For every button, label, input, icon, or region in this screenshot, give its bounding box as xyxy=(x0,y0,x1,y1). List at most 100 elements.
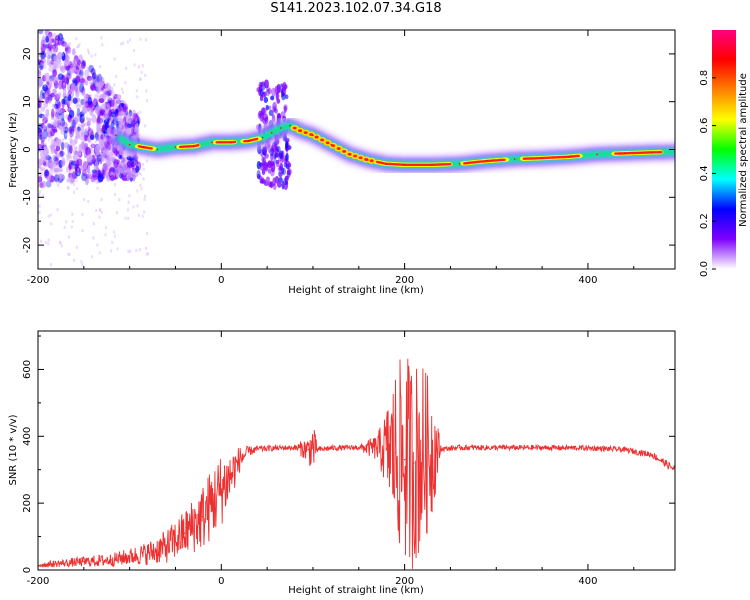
noise-speckle xyxy=(114,193,117,197)
noise-blob xyxy=(54,148,58,155)
noise-speckle xyxy=(66,100,69,104)
noise-blob xyxy=(91,142,95,149)
snr-mean-point xyxy=(440,448,442,450)
noise-blob xyxy=(264,116,269,125)
noise-blob xyxy=(95,131,99,142)
noise-speckle xyxy=(51,89,54,93)
noise-speckle xyxy=(143,210,146,214)
noise-blob xyxy=(62,87,67,98)
snr-mean-point xyxy=(431,450,433,453)
noise-speckle xyxy=(143,197,146,201)
noise-speckle xyxy=(87,51,90,55)
noise-blob xyxy=(38,94,43,103)
noise-blob xyxy=(278,176,283,183)
spectrogram-y-tick-label: -10 xyxy=(22,189,33,205)
noise-blob xyxy=(112,146,116,154)
noise-blob xyxy=(87,96,93,106)
noise-speckle xyxy=(68,42,71,46)
ridge-bead-core xyxy=(336,147,341,150)
colorbar-gradient xyxy=(712,30,736,269)
noise-speckle xyxy=(38,210,41,214)
noise-blob xyxy=(81,168,87,177)
ridge-point xyxy=(174,146,177,148)
noise-blob xyxy=(58,109,63,114)
ridge-bead-core xyxy=(364,158,369,161)
noise-speckle xyxy=(76,45,79,49)
snr-mean-point xyxy=(376,447,378,449)
noise-speckle xyxy=(66,93,69,97)
noise-blob xyxy=(45,35,50,43)
noise-blob xyxy=(270,153,274,162)
noise-blob xyxy=(50,143,56,151)
noise-speckle xyxy=(81,263,84,267)
noise-blob xyxy=(55,153,62,158)
noise-speckle xyxy=(83,198,86,202)
noise-blob xyxy=(46,58,51,66)
ridge-point xyxy=(348,153,351,156)
noise-speckle xyxy=(120,117,123,121)
noise-blob xyxy=(52,126,58,132)
noise-blob xyxy=(90,134,95,141)
noise-blob xyxy=(38,176,43,183)
ridge-point xyxy=(64,110,67,113)
noise-blob xyxy=(276,92,280,99)
noise-speckle xyxy=(77,87,80,91)
noise-speckle xyxy=(68,43,71,47)
ridge-point xyxy=(156,148,158,151)
noise-blob xyxy=(45,96,50,104)
snr-mean-point xyxy=(623,448,626,451)
noise-speckle xyxy=(49,263,52,267)
noise-speckle xyxy=(52,45,55,49)
noise-blob xyxy=(48,31,53,38)
ridge-point xyxy=(541,157,543,159)
noise-blob xyxy=(261,168,266,175)
noise-speckle xyxy=(106,96,109,100)
noise-blob xyxy=(50,59,55,65)
noise-blob xyxy=(97,115,101,126)
noise-blob xyxy=(53,80,59,89)
noise-speckle xyxy=(116,247,119,251)
noise-speckle xyxy=(140,187,143,191)
noise-speckle xyxy=(98,215,101,219)
noise-speckle xyxy=(38,73,41,77)
snr-mean-point xyxy=(307,448,310,451)
noise-blob xyxy=(89,107,94,116)
noise-speckle xyxy=(125,67,128,71)
noise-blob xyxy=(72,48,76,56)
noise-speckle xyxy=(75,37,78,41)
noise-speckle xyxy=(86,66,89,70)
ridge-point xyxy=(486,160,488,162)
noise-blob xyxy=(101,168,105,177)
noise-blob xyxy=(113,159,119,169)
ridge-bead-core xyxy=(342,150,347,153)
noise-blob xyxy=(287,168,292,175)
noise-blob xyxy=(80,123,86,128)
noise-blob xyxy=(56,59,62,69)
noise-speckle xyxy=(51,121,54,125)
noise-blob xyxy=(86,163,91,174)
noise-speckle xyxy=(82,115,85,119)
noise-blob xyxy=(283,182,289,190)
snr-y-tick-label: 0 xyxy=(22,567,33,573)
noise-speckle xyxy=(94,140,97,144)
ridge-point xyxy=(623,152,626,155)
noise-blob xyxy=(44,95,48,105)
noise-speckle xyxy=(85,181,88,185)
noise-speckle xyxy=(101,43,104,47)
noise-speckle xyxy=(73,183,76,187)
noise-speckle xyxy=(118,198,121,202)
noise-blob xyxy=(53,156,59,162)
noise-blob xyxy=(64,76,69,85)
noise-blob xyxy=(275,162,280,168)
noise-blob xyxy=(57,101,62,109)
ridge-point xyxy=(101,129,103,132)
noise-blob xyxy=(63,142,69,149)
noise-blob xyxy=(48,66,54,72)
noise-speckle xyxy=(70,225,73,229)
noise-speckle xyxy=(45,159,48,163)
noise-speckle xyxy=(87,159,90,163)
noise-blob xyxy=(103,111,108,120)
noise-speckle xyxy=(78,104,81,108)
noise-blob xyxy=(42,84,48,92)
noise-blob xyxy=(92,171,98,178)
